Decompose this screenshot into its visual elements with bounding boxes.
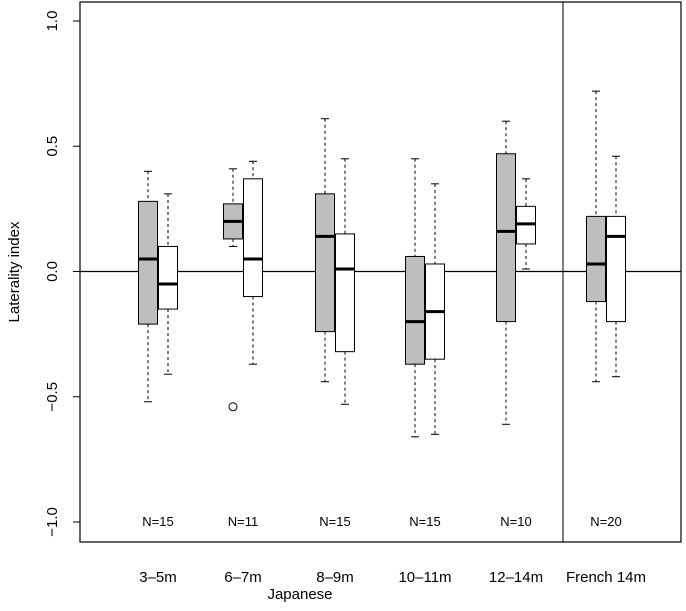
- box-1a: [138, 170, 158, 403]
- box-5b: [516, 178, 536, 270]
- box-3a: [315, 118, 335, 383]
- x-axis-labels: N=15 3–5m N=11 6–7m N=15 8–9m N=15 10–11m N=10 12…: [139, 514, 646, 586]
- outlier-point: [228, 402, 238, 412]
- y-tick-label: 0.5: [44, 136, 61, 157]
- box-1b: [158, 193, 178, 375]
- iqr-box: [496, 153, 516, 323]
- iqr-box: [158, 245, 178, 310]
- y-axis-label: Laterality index: [6, 221, 23, 322]
- x-tick-label: 10–11m: [398, 569, 451, 586]
- boxplot-boxes: [138, 90, 626, 438]
- n-label: N=15: [409, 514, 440, 529]
- y-tick-label: 0.0: [44, 261, 61, 282]
- box-4a: [405, 158, 425, 438]
- y-tick-label: −1.0: [44, 507, 61, 537]
- x-tick-label: 6–7m: [224, 569, 262, 586]
- n-label: N=20: [590, 514, 621, 529]
- iqr-box: [606, 215, 626, 323]
- box-2a: [223, 168, 243, 412]
- iqr-box: [405, 255, 425, 365]
- box-3b: [335, 158, 355, 405]
- y-tick-label: 1.0: [44, 11, 61, 32]
- iqr-box: [335, 233, 355, 353]
- x-tick-label: 3–5m: [139, 569, 177, 586]
- box-6a: [586, 90, 606, 383]
- x-axis-label: Japanese: [267, 586, 332, 603]
- x-tick-label: 12–14m: [489, 569, 543, 586]
- n-label: N=11: [228, 514, 258, 529]
- iqr-box: [138, 200, 158, 325]
- y-tick-label: −0.5: [44, 382, 61, 412]
- n-label: N=15: [319, 514, 350, 529]
- n-label: N=15: [142, 514, 173, 529]
- n-label: N=10: [500, 514, 531, 529]
- iqr-box: [586, 215, 606, 303]
- y-axis: −1.0 −0.5 0.0 0.5 1.0: [44, 11, 81, 537]
- box-5a: [496, 120, 516, 425]
- x-tick-label: French 14m: [566, 569, 646, 586]
- x-tick-label: 8–9m: [316, 569, 354, 586]
- box-6b: [606, 155, 626, 378]
- iqr-box: [315, 193, 335, 333]
- iqr-box: [243, 178, 263, 298]
- box-4b: [425, 183, 445, 435]
- box-2b: [243, 160, 263, 365]
